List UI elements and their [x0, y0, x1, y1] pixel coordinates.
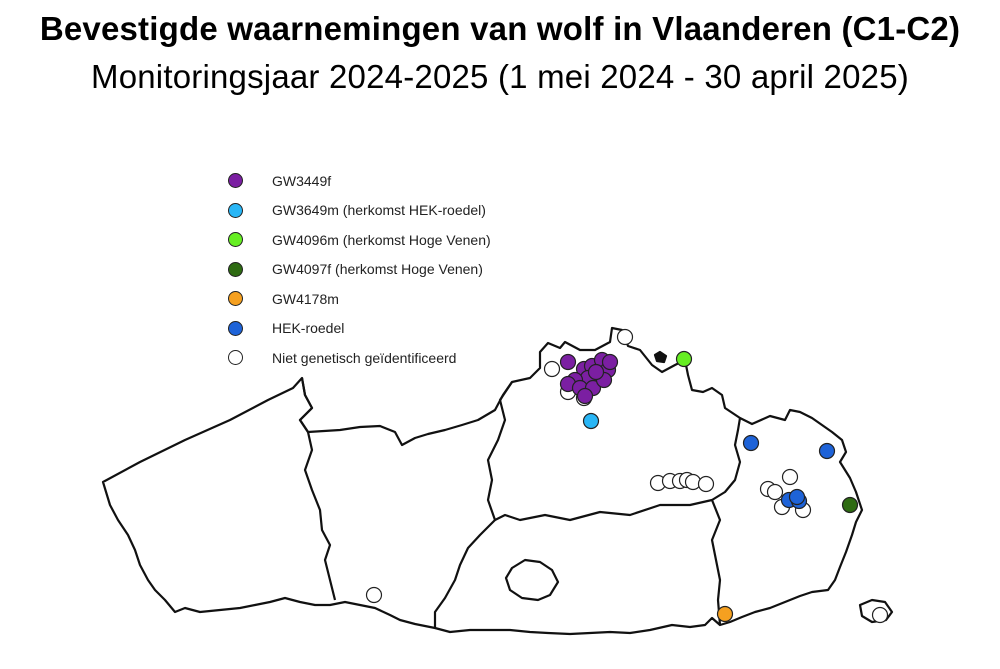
observation-point-hek [788, 488, 806, 506]
legend-label-gw4097f: GW4097f (herkomst Hoge Venen) [272, 261, 483, 278]
legend-label-hek: HEK-roedel [272, 320, 345, 337]
legend-item-none: Niet genetisch geïdentificeerd [228, 343, 491, 373]
observation-points [365, 328, 889, 624]
legend-item-gw4096m: GW4096m (herkomst Hoge Venen) [228, 225, 491, 255]
observation-point-gw3449f [559, 353, 577, 371]
observation-point-none [543, 360, 561, 378]
legend-swatch-gw3649m [228, 202, 243, 218]
legend-swatch-gw4096m [228, 232, 243, 248]
observation-point-none [766, 483, 784, 501]
brussels-border [504, 558, 560, 602]
legend-swatch-gw4097f [228, 261, 243, 277]
province-border-west [298, 377, 337, 601]
province-border-antwerp [486, 381, 742, 522]
legend-swatch-gw3449f [228, 173, 243, 189]
observation-point-gw4097f [841, 496, 859, 514]
observation-point-gw4096m [675, 350, 693, 368]
legend-swatch-hek [228, 320, 243, 336]
legend-swatch-none [228, 350, 243, 366]
province-border-brabant [433, 519, 496, 628]
legend-swatch-gw4178m [228, 291, 243, 307]
legend-label-none: Niet genetisch geïdentificeerd [272, 349, 457, 366]
observation-point-none [697, 475, 715, 493]
legend-label-gw3649m: GW3649m (herkomst HEK-roedel) [272, 202, 486, 219]
legend-item-gw3649m: GW3649m (herkomst HEK-roedel) [228, 196, 491, 226]
baarle-enclave [653, 350, 668, 364]
observation-point-hek [818, 442, 836, 460]
map-subtitle: Monitoringsjaar 2024-2025 (1 mei 2024 - … [91, 58, 909, 95]
observation-point-none [616, 328, 634, 346]
map-title: Bevestigde waarnemingen van wolf in Vlaa… [39, 10, 961, 47]
legend-item-gw4097f: GW4097f (herkomst Hoge Venen) [228, 255, 491, 285]
flanders-border [101, 326, 864, 636]
map-legend: GW3449f GW3649m (herkomst HEK-roedel) GW40… [228, 166, 491, 373]
legend-item-gw4178m: GW4178m [228, 284, 491, 314]
observation-point-none [871, 606, 889, 624]
observation-point-none [781, 468, 799, 486]
map-outline [101, 326, 894, 636]
legend-item-gw3449f: GW3449f [228, 166, 491, 196]
observation-point-none [365, 586, 383, 604]
observation-point-gw3449f [576, 387, 594, 405]
observation-point-hek [742, 434, 760, 452]
observation-point-gw3449f [587, 363, 605, 381]
legend-label-gw4178m: GW4178m [272, 290, 339, 307]
legend-item-hek: HEK-roedel [228, 314, 491, 344]
observation-point-gw4178m [716, 605, 734, 623]
legend-label-gw3449f: GW3449f [272, 172, 332, 189]
legend-label-gw4096m: GW4096m (herkomst Hoge Venen) [272, 231, 491, 248]
observation-point-gw3449f [601, 353, 619, 371]
observation-point-gw3649m [582, 412, 600, 430]
voeren-border [858, 598, 894, 624]
province-border-limburg [710, 499, 722, 626]
